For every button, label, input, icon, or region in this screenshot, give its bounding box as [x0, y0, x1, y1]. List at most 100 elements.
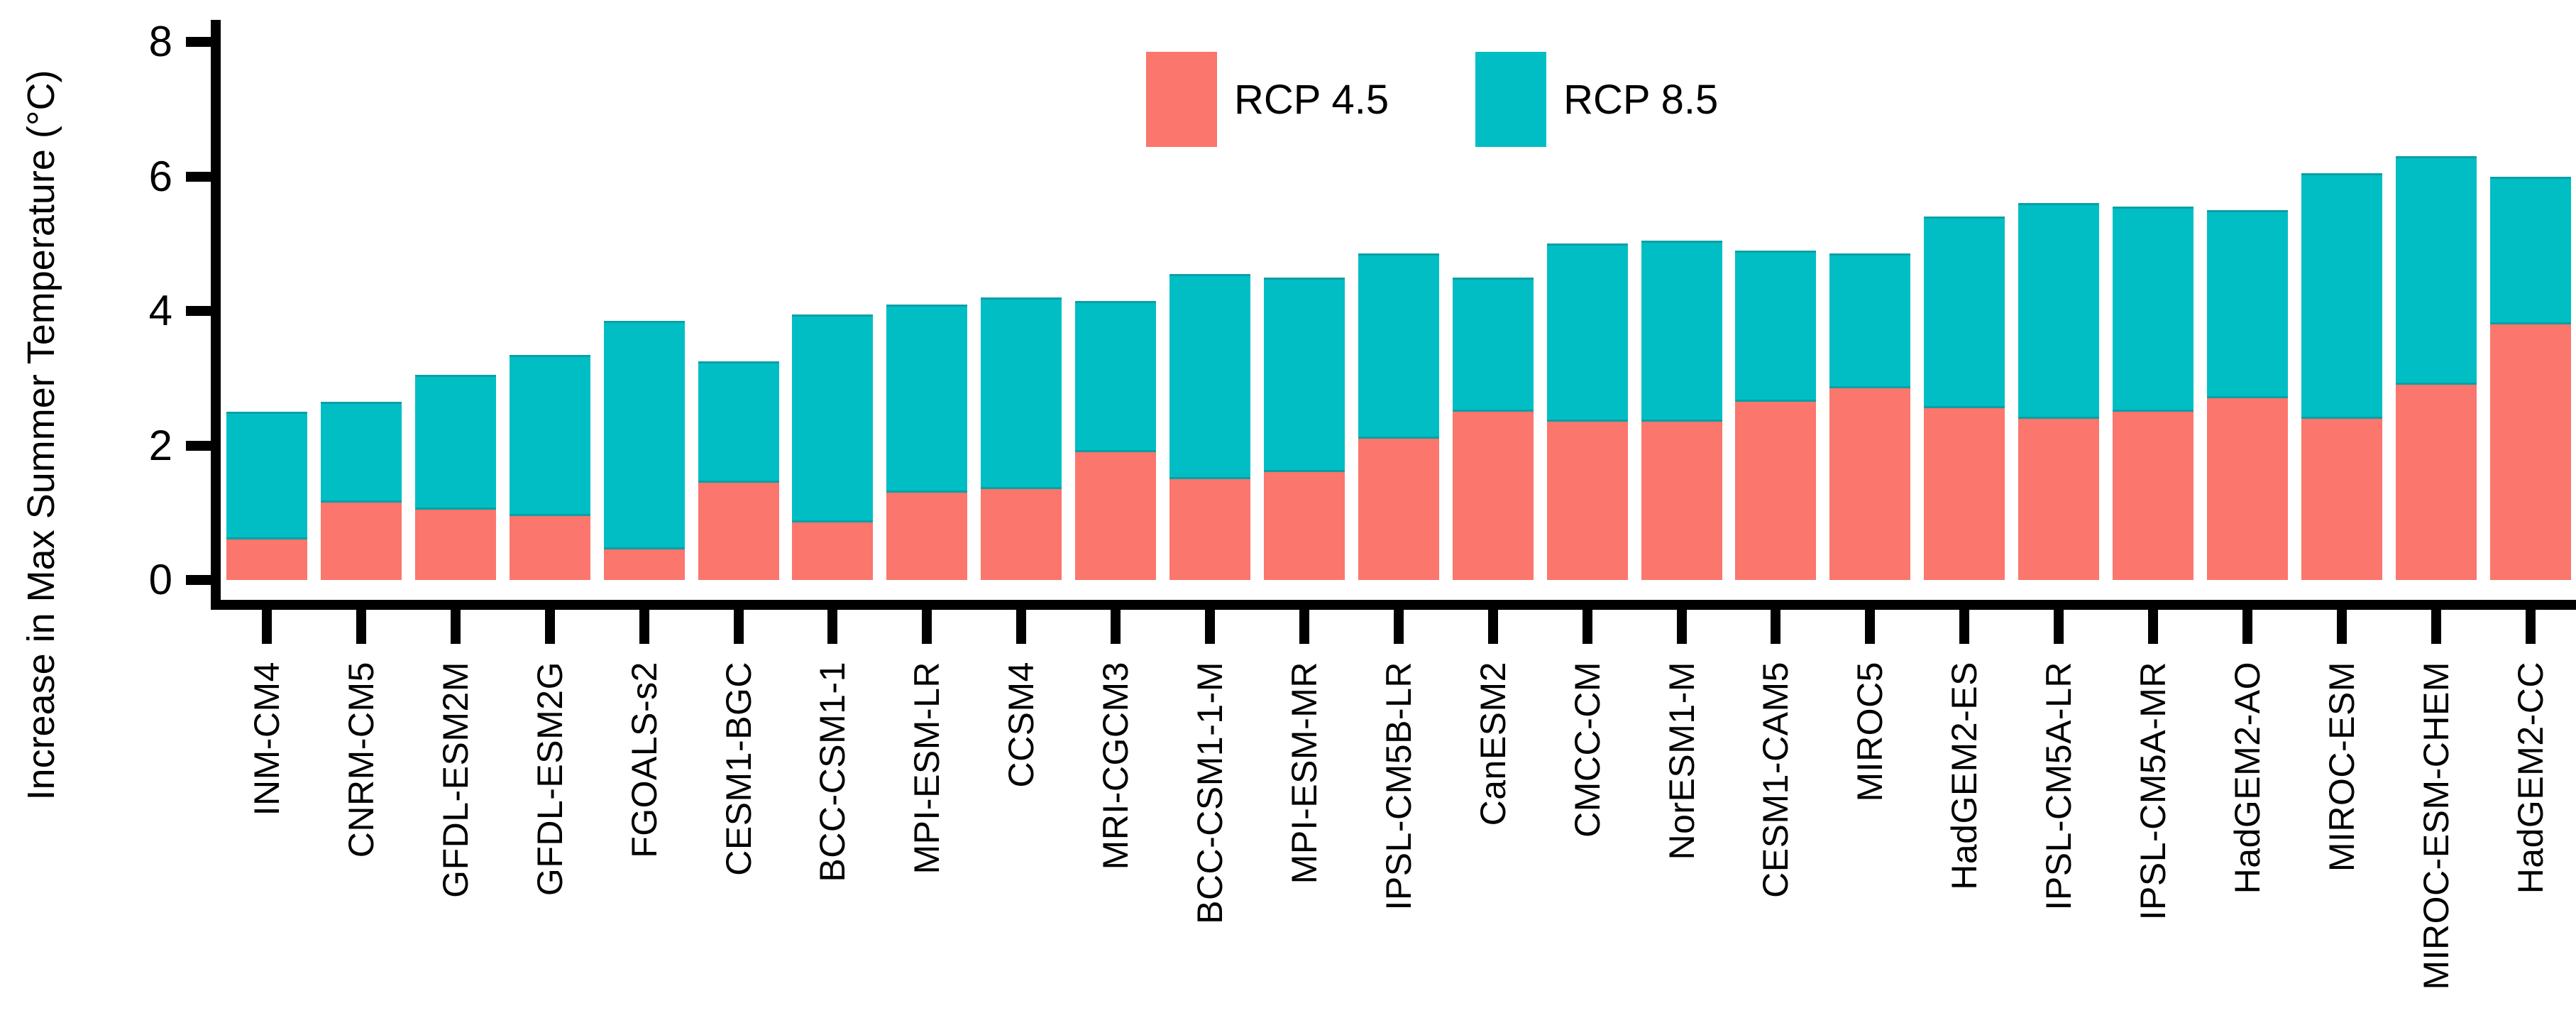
x-tick-label-CNRM-CM5: CNRM-CM5	[341, 662, 381, 858]
legend-label-rcp85: RCP 8.5	[1563, 76, 1719, 123]
x-tick-MRI-CGCM3	[1111, 610, 1121, 644]
y-axis-line	[211, 20, 221, 610]
y-tick-label-4: 4	[148, 287, 172, 334]
y-tick-2	[186, 440, 211, 451]
x-tick-label-MIROC-ESM: MIROC-ESM	[2321, 662, 2362, 872]
bar-CNRM-CM5-rcp45	[320, 503, 402, 580]
bar-MIROC-ESM-rcp45	[2301, 418, 2382, 580]
x-tick-MIROC5	[1865, 610, 1876, 644]
bar-HadGEM2-AO-rcp85	[2206, 209, 2288, 399]
x-tick-IPSL-CM5B-LR	[1393, 610, 1404, 644]
x-tick-label-GFDL-ESM2G: GFDL-ESM2G	[529, 662, 570, 897]
bar-CESM1-BGC-rcp85	[698, 361, 779, 483]
x-tick-label-BCC-CSM1-1-M: BCC-CSM1-1-M	[1190, 662, 1230, 924]
bar-MPI-ESM-LR-rcp45	[886, 492, 968, 580]
bar-BCC-CSM1-1-M-rcp85	[1169, 273, 1250, 479]
x-axis-line	[211, 600, 2576, 610]
x-tick-label-MRI-CGCM3: MRI-CGCM3	[1096, 662, 1136, 870]
bar-CanESM2-rcp85	[1452, 277, 1534, 412]
bar-IPSL-CM5A-LR-rcp85	[2018, 203, 2100, 419]
legend: RCP 4.5 RCP 8.5	[1146, 52, 1718, 147]
bar-CESM1-BGC-rcp45	[698, 482, 779, 580]
bar-GFDL-ESM2M-rcp85	[414, 375, 496, 510]
y-tick-0	[186, 575, 211, 585]
x-tick-HadGEM2-CC	[2525, 610, 2536, 644]
bar-IPSL-CM5B-LR-rcp45	[1358, 439, 1439, 580]
x-tick-GFDL-ESM2G	[544, 610, 555, 644]
x-tick-CESM1-CAM5	[1771, 610, 1781, 644]
bar-CESM1-CAM5-rcp45	[1735, 401, 1817, 580]
bar-BCC-CSM1-1-rcp45	[792, 522, 874, 580]
bar-MIROC-ESM-CHEM-rcp85	[2395, 156, 2477, 385]
x-tick-label-MPI-ESM-MR: MPI-ESM-MR	[1284, 662, 1324, 885]
bar-NorESM1-M-rcp85	[1641, 240, 1722, 422]
y-tick-6	[186, 171, 211, 182]
x-tick-label-MIROC-ESM-CHEM: MIROC-ESM-CHEM	[2416, 662, 2456, 990]
legend-swatch-rcp85	[1475, 52, 1547, 147]
y-tick-8	[186, 37, 211, 47]
bar-IPSL-CM5B-LR-rcp85	[1358, 253, 1439, 439]
x-tick-label-CESM1-CAM5: CESM1-CAM5	[1756, 662, 1796, 898]
bar-MIROC-ESM-rcp85	[2301, 172, 2382, 419]
y-tick-label-2: 2	[148, 421, 172, 469]
x-tick-label-CanESM2: CanESM2	[1473, 662, 1513, 826]
x-tick-IPSL-CM5A-LR	[2054, 610, 2064, 644]
x-tick-INM-CM4	[262, 610, 272, 644]
x-tick-NorESM1-M	[1676, 610, 1687, 644]
bar-GFDL-ESM2G-rcp45	[509, 515, 590, 580]
x-tick-label-INM-CM4: INM-CM4	[247, 662, 287, 816]
x-tick-label-HadGEM2-ES: HadGEM2-ES	[1944, 662, 1985, 890]
bar-IPSL-CM5A-MR-rcp45	[2113, 412, 2194, 580]
bar-CESM1-CAM5-rcp85	[1735, 250, 1817, 402]
x-tick-MPI-ESM-MR	[1299, 610, 1309, 644]
bar-NorESM1-M-rcp45	[1641, 422, 1722, 580]
x-tick-CMCC-CM	[1582, 610, 1592, 644]
x-tick-GFDL-ESM2M	[450, 610, 461, 644]
x-tick-label-CCSM4: CCSM4	[1001, 662, 1042, 788]
y-tick-label-8: 8	[148, 18, 172, 65]
bar-HadGEM2-AO-rcp45	[2206, 398, 2288, 580]
x-tick-label-HadGEM2-CC: HadGEM2-CC	[2510, 662, 2550, 894]
y-axis-title: Increase in Max Summer Temperature (°C)	[20, 70, 62, 801]
bar-CCSM4-rcp85	[981, 297, 1062, 490]
bar-FGOALS-s2-rcp45	[603, 549, 685, 580]
x-tick-MPI-ESM-LR	[922, 610, 932, 644]
bar-FGOALS-s2-rcp85	[603, 321, 685, 550]
bar-GFDL-ESM2G-rcp85	[509, 354, 590, 516]
x-tick-label-MPI-ESM-LR: MPI-ESM-LR	[907, 662, 947, 875]
bar-IPSL-CM5A-LR-rcp45	[2018, 418, 2100, 580]
x-tick-label-CMCC-CM: CMCC-CM	[1567, 662, 1607, 838]
x-tick-FGOALS-s2	[639, 610, 649, 644]
x-tick-label-MIROC5: MIROC5	[1850, 662, 1890, 802]
bar-CCSM4-rcp45	[981, 489, 1062, 580]
bar-CMCC-CM-rcp45	[1546, 422, 1628, 580]
x-tick-MIROC-ESM-CHEM	[2431, 610, 2441, 644]
bar-MPI-ESM-MR-rcp85	[1263, 277, 1345, 473]
x-tick-label-FGOALS-s2: FGOALS-s2	[624, 662, 664, 858]
x-tick-CNRM-CM5	[356, 610, 366, 644]
x-tick-label-HadGEM2-AO: HadGEM2-AO	[2227, 662, 2267, 894]
y-tick-label-0: 0	[148, 556, 172, 603]
bar-BCC-CSM1-1-M-rcp45	[1169, 478, 1250, 580]
x-tick-label-CESM1-BGC: CESM1-BGC	[718, 662, 759, 876]
y-tick-label-6: 6	[148, 152, 172, 200]
x-tick-HadGEM2-AO	[2242, 610, 2252, 644]
x-tick-CanESM2	[1487, 610, 1498, 644]
bar-GFDL-ESM2M-rcp45	[414, 509, 496, 580]
bar-HadGEM2-CC-rcp45	[2489, 324, 2571, 580]
bar-INM-CM4-rcp45	[226, 540, 307, 580]
x-tick-label-BCC-CSM1-1: BCC-CSM1-1	[813, 662, 853, 882]
bar-CMCC-CM-rcp85	[1546, 243, 1628, 422]
bar-HadGEM2-ES-rcp85	[1924, 217, 2005, 409]
x-tick-label-NorESM1-M: NorESM1-M	[1661, 662, 1702, 860]
bar-MRI-CGCM3-rcp85	[1075, 300, 1157, 452]
bar-HadGEM2-ES-rcp45	[1924, 408, 2005, 580]
bar-CanESM2-rcp45	[1452, 412, 1534, 580]
x-tick-HadGEM2-ES	[1959, 610, 1970, 644]
x-tick-BCC-CSM1-1-M	[1205, 610, 1215, 644]
bar-CNRM-CM5-rcp85	[320, 401, 402, 503]
bar-MRI-CGCM3-rcp45	[1075, 451, 1157, 580]
bar-MIROC5-rcp85	[1829, 253, 1911, 388]
bar-INM-CM4-rcp85	[226, 412, 307, 540]
